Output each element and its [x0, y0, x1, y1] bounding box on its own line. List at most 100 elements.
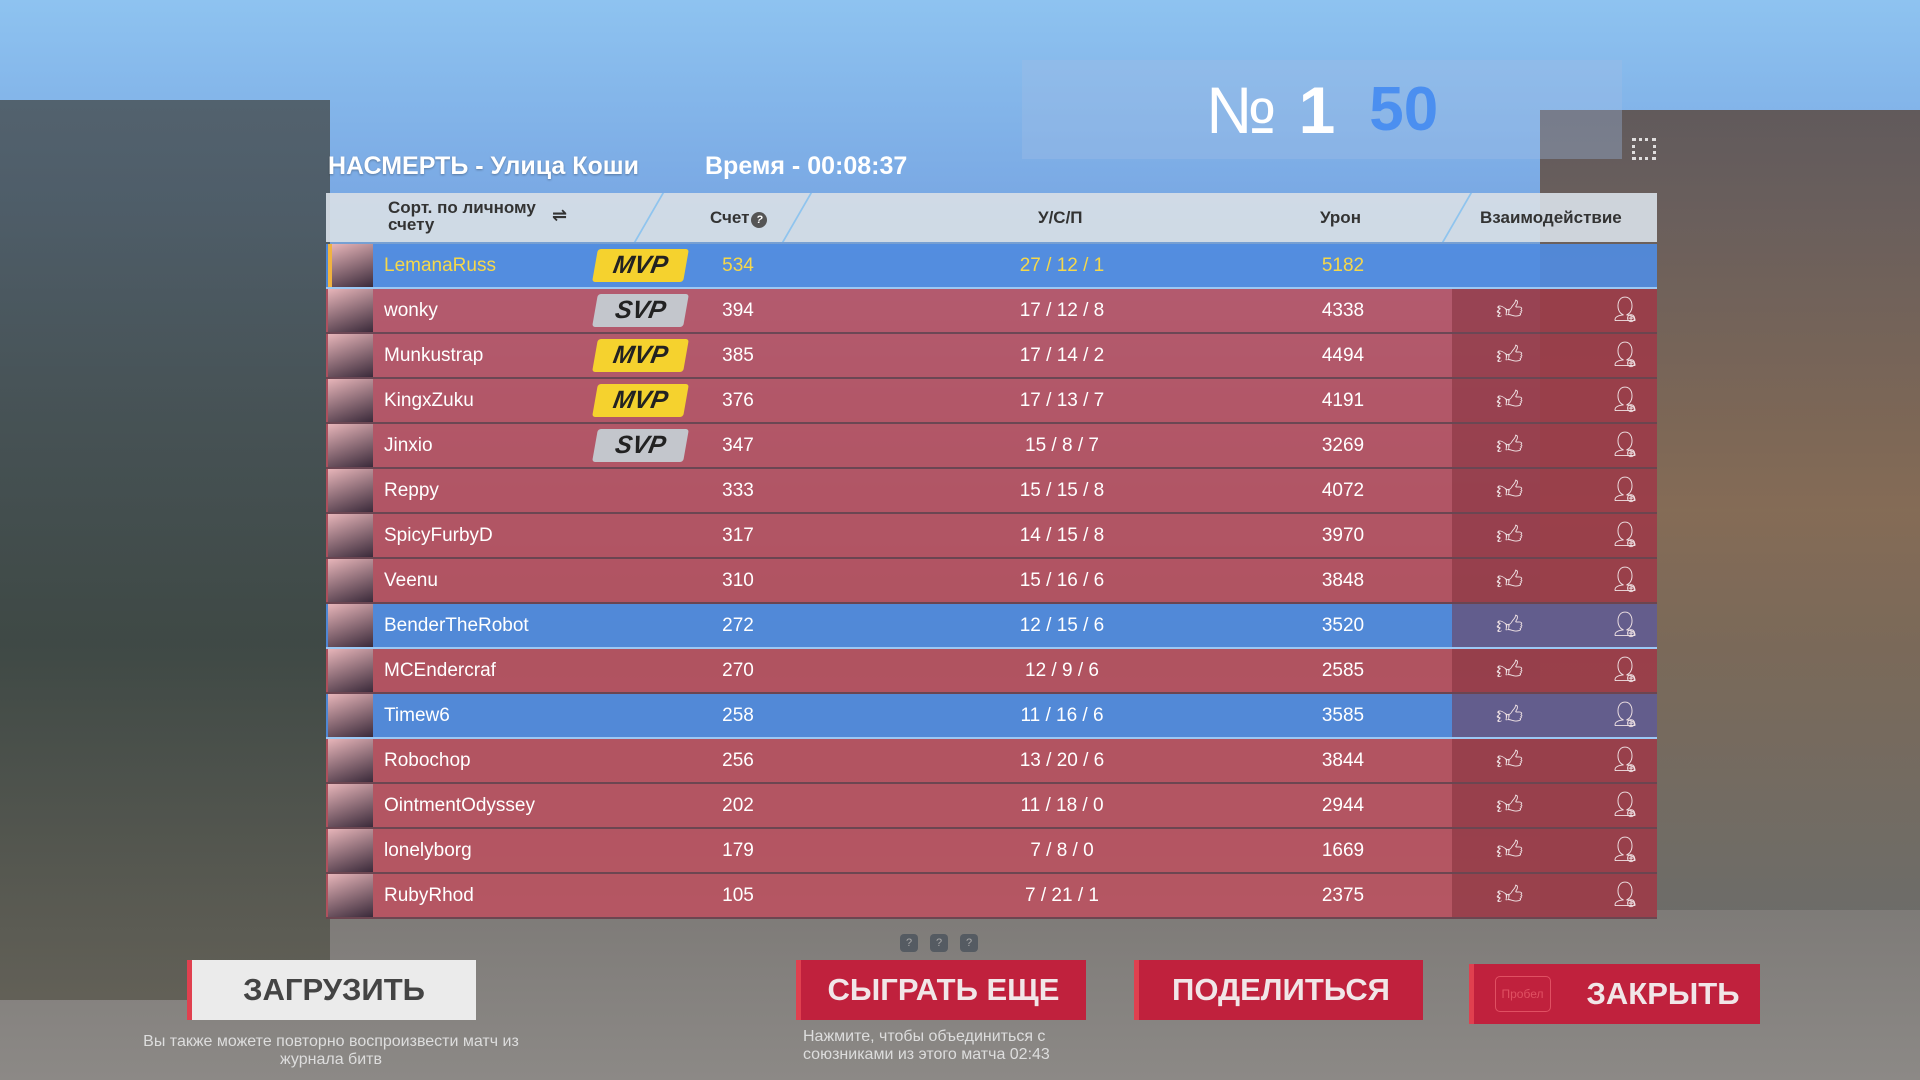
thumbs-up-icon[interactable]: 👍︎ — [1496, 475, 1524, 505]
player-name[interactable]: LemanaRuss — [384, 255, 496, 276]
add-friend-icon[interactable]: 👤︎ ⊕ — [1610, 431, 1641, 460]
thumbs-up-icon[interactable]: 👍︎ — [1496, 520, 1524, 550]
player-name[interactable]: OintmentOdyssey — [384, 795, 535, 816]
interaction-cell — [1452, 514, 1657, 557]
add-friend-icon[interactable]: 👤︎ ⊕ — [1610, 566, 1641, 595]
add-friend-icon[interactable]: 👤︎ ⊕ — [1610, 746, 1641, 775]
rank-symbol: № — [1205, 72, 1277, 147]
player-name[interactable]: Veenu — [384, 570, 438, 591]
player-row: LemanaRuss MVP 534 27 / 12 / 1 5182 — [326, 244, 1657, 289]
player-damage: 4072 — [1321, 480, 1365, 501]
add-friend-icon[interactable]: 👤︎ ⊕ — [1610, 791, 1641, 820]
thumbs-up-icon[interactable]: 👍︎ — [1496, 610, 1524, 640]
player-name[interactable]: Timew6 — [384, 705, 450, 726]
add-friend-icon[interactable]: 👤︎ ⊕ — [1610, 611, 1641, 640]
thumbs-up-icon[interactable]: 👍︎ — [1496, 430, 1524, 460]
page-dot[interactable]: ? — [900, 934, 918, 952]
player-row: Veenu 310 15 / 16 / 6 3848 👍︎ 👤︎ ⊕ — [326, 559, 1657, 604]
player-damage: 2375 — [1321, 885, 1365, 906]
player-row: MCEndercraf 270 12 / 9 / 6 2585 👍︎ 👤︎ ⊕ — [326, 649, 1657, 694]
player-name[interactable]: BenderTheRobot — [384, 615, 529, 636]
player-damage: 4494 — [1321, 345, 1365, 366]
player-name[interactable]: Robochop — [384, 750, 471, 771]
load-button[interactable]: ЗАГРУЗИТЬ — [187, 960, 476, 1020]
player-score: 385 — [722, 345, 754, 366]
player-kda: 15 / 15 / 8 — [1019, 480, 1105, 501]
header-divider — [633, 193, 665, 242]
player-name[interactable]: lonelyborg — [384, 840, 472, 861]
add-friend-icon[interactable]: 👤︎ ⊕ — [1610, 521, 1641, 550]
player-name[interactable]: wonky — [384, 300, 438, 321]
add-friend-icon[interactable]: 👤︎ ⊕ — [1610, 656, 1641, 685]
player-name[interactable]: Munkustrap — [384, 345, 484, 366]
thumbs-up-icon[interactable]: 👍︎ — [1496, 385, 1524, 415]
add-friend-icon[interactable]: 👤︎ ⊕ — [1610, 386, 1641, 415]
player-damage: 2944 — [1321, 795, 1365, 816]
player-kda: 14 / 15 / 8 — [1019, 525, 1105, 546]
mode-map-title: НАСМЕРТЬ - Улица Коши — [328, 152, 639, 180]
thumbs-up-icon[interactable]: 👍︎ — [1496, 295, 1524, 325]
player-kda: 7 / 21 / 1 — [1025, 885, 1099, 906]
add-friend-icon[interactable]: 👤︎ ⊕ — [1610, 296, 1641, 325]
match-time: Время - 00:08:37 — [705, 152, 908, 180]
thumbs-up-icon[interactable]: 👍︎ — [1496, 790, 1524, 820]
player-kda: 7 / 8 / 0 — [1030, 840, 1094, 861]
load-caption: Вы также можете повторно воспроизвести м… — [143, 1033, 519, 1068]
player-name[interactable]: MCEndercraf — [384, 660, 496, 681]
interaction-cell — [1452, 649, 1657, 692]
player-name[interactable]: Reppy — [384, 480, 439, 501]
player-damage: 3269 — [1321, 435, 1365, 456]
player-name[interactable]: KingxZuku — [384, 390, 474, 411]
add-friend-icon[interactable]: 👤︎ ⊕ — [1610, 476, 1641, 505]
rank-place: 1 — [1298, 72, 1336, 147]
background-left — [0, 100, 330, 1000]
thumbs-up-icon[interactable]: 👍︎ — [1496, 700, 1524, 730]
interaction-cell — [1452, 559, 1657, 602]
header-divider — [781, 193, 813, 242]
thumbs-up-icon[interactable]: 👍︎ — [1496, 745, 1524, 775]
player-name[interactable]: Jinxio — [384, 435, 433, 456]
play-again-button[interactable]: СЫГРАТЬ ЕЩЕ — [796, 960, 1086, 1020]
sort-toggle-icon[interactable]: ⇌ — [552, 205, 568, 225]
player-kda: 15 / 8 / 7 — [1025, 435, 1099, 456]
player-kda: 12 / 15 / 6 — [1019, 615, 1105, 636]
add-friend-icon[interactable]: 👤︎ ⊕ — [1610, 341, 1641, 370]
player-row: wonky SVP 394 17 / 12 / 8 4338 👍︎ 👤︎ ⊕ — [326, 289, 1657, 334]
player-avatar — [328, 829, 373, 872]
close-button[interactable]: Пробел ЗАКРЫТЬ — [1469, 964, 1760, 1024]
add-friend-icon[interactable]: 👤︎ ⊕ — [1610, 881, 1641, 910]
player-avatar — [328, 514, 373, 557]
mvp-badge: MVP — [592, 249, 689, 282]
interaction-cell — [1452, 874, 1657, 917]
add-friend-icon[interactable]: 👤︎ ⊕ — [1610, 701, 1641, 730]
add-friend-icon[interactable]: 👤︎ ⊕ — [1610, 836, 1641, 865]
sort-by-personal-score[interactable]: Сорт. по личному счету — [388, 198, 536, 234]
player-row: OintmentOdyssey 202 11 / 18 / 0 2944 👍︎ 👤… — [326, 784, 1657, 829]
player-avatar — [328, 784, 373, 827]
player-name[interactable]: RubyRhod — [384, 885, 474, 906]
interaction-cell — [1452, 784, 1657, 827]
player-name[interactable]: SpicyFurbyD — [384, 525, 493, 546]
player-damage: 1669 — [1321, 840, 1365, 861]
player-kda: 27 / 12 / 1 — [1019, 255, 1105, 276]
player-damage: 3848 — [1321, 570, 1365, 591]
help-icon[interactable]: ? — [751, 212, 768, 228]
interaction-cell — [1452, 424, 1657, 467]
interaction-cell — [1452, 469, 1657, 512]
player-score: 272 — [722, 615, 754, 636]
player-score: 534 — [722, 255, 754, 276]
thumbs-up-icon[interactable]: 👍︎ — [1496, 655, 1524, 685]
thumbs-up-icon[interactable]: 👍︎ — [1496, 565, 1524, 595]
thumbs-up-icon[interactable]: 👍︎ — [1496, 340, 1524, 370]
player-kda: 13 / 20 / 6 — [1019, 750, 1105, 771]
player-avatar — [328, 604, 373, 647]
player-score: 376 — [722, 390, 754, 411]
player-kda: 17 / 12 / 8 — [1019, 300, 1105, 321]
player-score: 258 — [722, 705, 754, 726]
thumbs-up-icon[interactable]: 👍︎ — [1496, 835, 1524, 865]
player-score: 105 — [722, 885, 754, 906]
page-dot[interactable]: ? — [960, 934, 978, 952]
page-dot[interactable]: ? — [930, 934, 948, 952]
thumbs-up-icon[interactable]: 👍︎ — [1496, 880, 1524, 910]
share-button[interactable]: ПОДЕЛИТЬСЯ — [1134, 960, 1423, 1020]
